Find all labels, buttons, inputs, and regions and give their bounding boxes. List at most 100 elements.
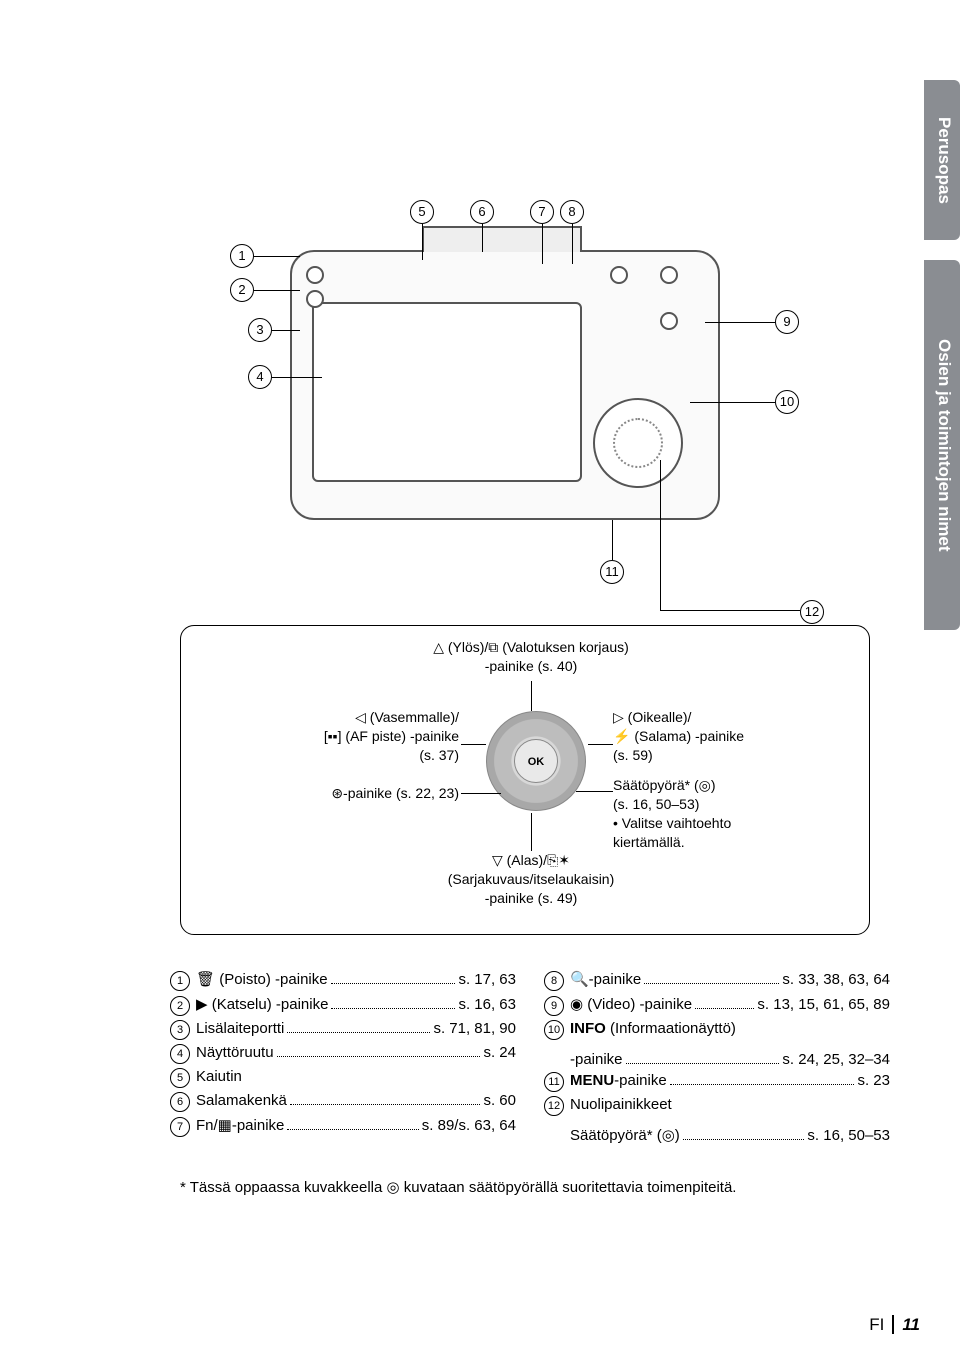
ref-item: 3Lisälaiteporttis. 71, 81, 90 xyxy=(170,1020,516,1040)
pad-bottom: ▽ (Alas)/⎘✶ (Sarjakuvaus/itselaukaisin) … xyxy=(391,851,671,908)
pad-left: ◁ (Vasemmalle)/ [▪▪] (AF piste) -painike… xyxy=(209,708,459,765)
padline-right xyxy=(588,744,613,745)
pad-right: ▷ (Oikealle)/ ⚡ (Salama) -painike (s. 59… xyxy=(613,708,843,765)
ref-item-number: 7 xyxy=(170,1117,190,1137)
ref-item-number: 10 xyxy=(544,1020,564,1040)
leader-dots xyxy=(683,1139,805,1140)
pad-ok-line: ⊛-painike (s. 22, 23) xyxy=(209,784,459,803)
leader-dots xyxy=(331,1008,455,1009)
reference-list: 1🗑 (Poisto) -painikes. 17, 632▶ (Katselu… xyxy=(170,970,890,1148)
ref-item-label: ◉ (Video) -painike xyxy=(570,995,692,1013)
label-6: 6 xyxy=(470,200,494,224)
ref-item-number: 4 xyxy=(170,1044,190,1064)
ref-item-label: -painike xyxy=(570,1051,623,1068)
footer-lang: FI xyxy=(869,1315,894,1334)
label-3: 3 xyxy=(248,318,272,342)
ref-col-right: 8🔍-painikes. 33, 38, 63, 64 9 ◉ (Video) -p… xyxy=(544,970,890,1148)
ref-item-label: ▶ (Katselu) -painike xyxy=(196,995,328,1013)
control-pad-box: △ (Ylös)/⧉ (Valotuksen korjaus) -painike… xyxy=(180,625,870,935)
leader-dots xyxy=(670,1084,855,1085)
label-10: 10 xyxy=(775,390,799,414)
ref-item: 2 ▶ (Katselu) -painike s. 16, 63 xyxy=(170,995,516,1016)
ref-item: Säätöpyörä* (◎)s. 16, 50–53 xyxy=(544,1120,890,1144)
leader-8 xyxy=(572,224,573,264)
leader-3 xyxy=(272,330,300,331)
padline-left xyxy=(461,744,486,745)
ref-item-page: s. 33, 38, 63, 64 xyxy=(782,971,890,988)
ref-item-page: s. 60 xyxy=(483,1092,516,1109)
camera-screen xyxy=(312,302,582,482)
btn-top-1 xyxy=(306,266,324,284)
leader-dots xyxy=(644,983,779,984)
ref-item: -painike s. 24, 25, 32–34 xyxy=(544,1044,890,1068)
padline-top xyxy=(531,681,532,711)
ref-item: 8🔍-painikes. 33, 38, 63, 64 xyxy=(544,970,890,991)
leader-6 xyxy=(482,224,483,252)
label-4: 4 xyxy=(248,365,272,389)
ref-item-label: Nuolipainikkeet xyxy=(570,1096,672,1113)
ref-item-page: s. 89/s. 63, 64 xyxy=(422,1117,516,1134)
padline-bottom xyxy=(531,813,532,851)
ref-item: 5Kaiutin xyxy=(170,1068,516,1088)
padline-dial xyxy=(576,791,613,792)
leader-10 xyxy=(690,402,775,403)
label-12: 12 xyxy=(800,600,824,624)
ref-item-label: Kaiutin xyxy=(196,1068,242,1085)
leader-dots xyxy=(331,983,456,984)
ref-item-number: 2 xyxy=(170,996,190,1016)
leader-dots xyxy=(287,1129,418,1130)
leader-11 xyxy=(612,520,613,560)
ref-item: 4Näyttöruutus. 24 xyxy=(170,1044,516,1064)
leader-12b xyxy=(660,610,800,611)
ref-item-label: 🗑 (Poisto) -painike xyxy=(196,970,328,988)
side-tab-parts: Osien ja toimintojen nimet xyxy=(924,260,960,630)
leader-dots xyxy=(626,1063,780,1064)
label-1: 1 xyxy=(230,244,254,268)
ref-col-left: 1🗑 (Poisto) -painikes. 17, 632▶ (Katselu… xyxy=(170,970,516,1148)
leader-dots xyxy=(287,1032,430,1033)
control-dial xyxy=(593,398,683,488)
page-footer: FI 11 xyxy=(869,1315,920,1335)
ref-item-number: 6 xyxy=(170,1092,190,1112)
label-7: 7 xyxy=(530,200,554,224)
ref-item-number: 11 xyxy=(544,1072,564,1092)
hot-shoe xyxy=(422,226,582,252)
ref-item-label: Lisälaiteportti xyxy=(196,1020,284,1037)
ref-item-page: s. 13, 15, 61, 65, 89 xyxy=(757,996,890,1013)
ref-item-label: MENU-painike xyxy=(570,1072,667,1089)
leader-dots xyxy=(277,1056,481,1057)
btn-rec xyxy=(660,266,678,284)
ref-item-number: 12 xyxy=(544,1096,564,1116)
leader-dots xyxy=(695,1008,754,1009)
ref-item: 6 Salamakenkä s. 60 xyxy=(170,1092,516,1112)
footnote: * Tässä oppaassa kuvakkeella ◎ kuvataan … xyxy=(180,1178,880,1196)
label-2: 2 xyxy=(230,278,254,302)
label-11: 11 xyxy=(600,560,624,584)
ref-item: 7Fn/▦-painikes. 89/s. 63, 64 xyxy=(170,1116,516,1137)
btn-top-right xyxy=(610,266,628,284)
ref-item-page: s. 24, 25, 32–34 xyxy=(782,1051,890,1068)
leader-4 xyxy=(272,377,322,378)
camera-body xyxy=(290,250,720,520)
side-tab-basics: Perusopas xyxy=(924,80,960,240)
ref-item-page: s. 71, 81, 90 xyxy=(433,1020,516,1037)
ref-item-label: Näyttöruutu xyxy=(196,1044,274,1061)
leader-7 xyxy=(542,224,543,264)
leader-dots xyxy=(290,1104,481,1105)
label-9: 9 xyxy=(775,310,799,334)
ref-item: 11MENU-painikes. 23 xyxy=(544,1072,890,1092)
leader-5 xyxy=(422,224,423,260)
ref-item-label: INFO (Informaationäyttö) xyxy=(570,1020,736,1037)
page-content: 1 2 3 4 5 6 7 8 9 10 11 12 △ (Ylös)/⧉ (V… xyxy=(80,80,880,1280)
ref-item-page: s. 16, 50–53 xyxy=(807,1127,890,1144)
btn-top-2 xyxy=(306,290,324,308)
leader-9 xyxy=(705,322,775,323)
footer-page-number: 11 xyxy=(902,1315,920,1334)
ref-item-number: 9 xyxy=(544,996,564,1016)
ref-item: 9 ◉ (Video) -painike s. 13, 15, 61, 65, 89 xyxy=(544,995,890,1016)
ref-item-label: Salamakenkä xyxy=(196,1092,287,1109)
ref-item-page: s. 16, 63 xyxy=(458,996,516,1013)
ref-item: 12 Nuolipainikkeet xyxy=(544,1096,890,1116)
btn-info xyxy=(660,312,678,330)
leader-1 xyxy=(254,256,300,257)
